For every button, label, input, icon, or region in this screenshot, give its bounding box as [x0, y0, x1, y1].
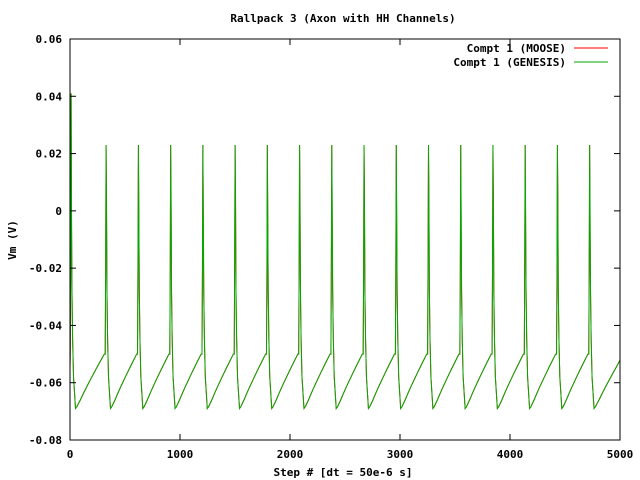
legend-label: Compt 1 (GENESIS) [453, 56, 566, 69]
y-tick-label: 0.04 [36, 90, 63, 103]
y-tick-label: -0.06 [29, 377, 62, 390]
x-tick-label: 2000 [277, 448, 304, 461]
chart-title: Rallpack 3 (Axon with HH Channels) [230, 12, 455, 25]
x-tick-label: 1000 [167, 448, 194, 461]
x-tick-label: 0 [67, 448, 74, 461]
y-tick-label: -0.08 [29, 434, 62, 447]
y-tick-label: 0.02 [36, 148, 63, 161]
legend-label: Compt 1 (MOOSE) [467, 42, 566, 55]
y-axis-label: Vm (V) [6, 220, 19, 260]
y-tick-label: 0.06 [36, 33, 63, 46]
y-tick-label: 0 [55, 205, 62, 218]
x-tick-label: 5000 [607, 448, 634, 461]
y-tick-label: -0.02 [29, 262, 62, 275]
x-tick-label: 4000 [497, 448, 524, 461]
y-tick-label: -0.04 [29, 319, 62, 332]
x-tick-label: 3000 [387, 448, 414, 461]
x-axis-label: Step # [dt = 50e-6 s] [273, 466, 412, 479]
